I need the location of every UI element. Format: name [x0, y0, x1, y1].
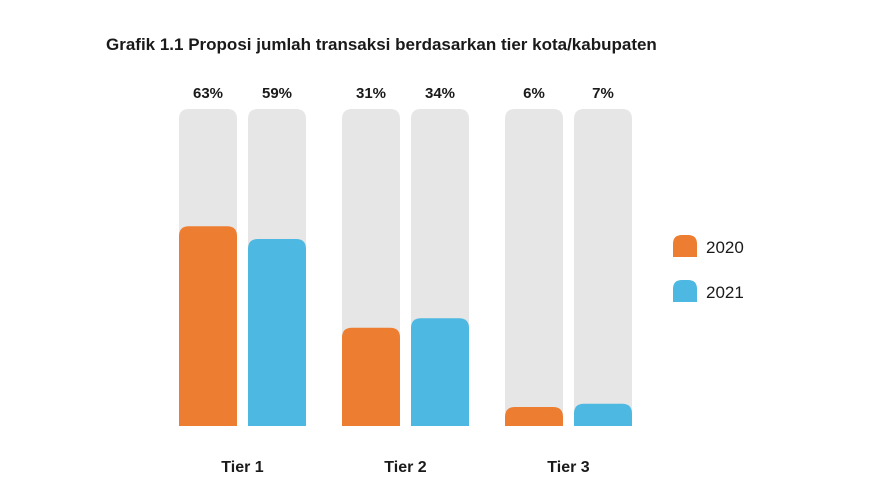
bar-track	[505, 109, 563, 426]
value-label: 63%	[193, 85, 223, 102]
value-label: 6%	[523, 85, 545, 102]
value-label: 31%	[356, 85, 386, 102]
category-labels: Tier 1 Tier 2 Tier 3	[221, 459, 590, 476]
bar-2021-tier-1	[248, 238, 306, 426]
bars	[179, 226, 632, 426]
category-label: Tier 2	[384, 459, 427, 476]
category-label: Tier 1	[221, 459, 264, 476]
legend-label-2020: 2020	[706, 238, 744, 257]
value-label: 59%	[262, 85, 292, 102]
bar-track	[574, 109, 632, 426]
bar-2020-tier-1	[179, 226, 237, 426]
bar-tracks	[179, 109, 632, 426]
legend: 2020 2021	[673, 235, 744, 302]
bar-2021-tier-2	[411, 318, 469, 426]
value-label: 7%	[592, 85, 614, 102]
legend-swatch-2021	[673, 280, 697, 302]
legend-swatch-2020	[673, 235, 697, 257]
category-label: Tier 3	[547, 459, 590, 476]
value-labels: 63% 59% 31% 34% 6% 7%	[193, 85, 614, 102]
legend-label-2021: 2021	[706, 283, 744, 302]
bar-2020-tier-2	[342, 327, 400, 426]
chart-title: Grafik 1.1 Proposi jumlah transaksi berd…	[106, 35, 657, 54]
bar-2021-tier-3	[574, 403, 632, 426]
value-label: 34%	[425, 85, 455, 102]
bar-2020-tier-3	[505, 406, 563, 426]
